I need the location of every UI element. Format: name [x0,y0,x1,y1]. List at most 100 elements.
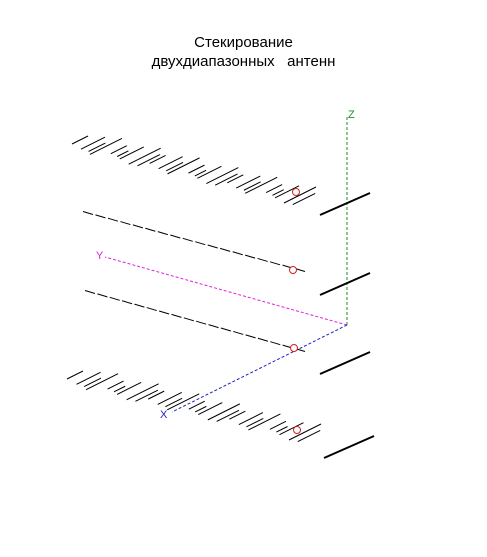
element [248,413,281,431]
element [128,147,161,165]
element [97,293,108,298]
element [107,217,119,222]
element [126,383,159,401]
element [107,380,124,390]
driven-element [319,351,371,375]
element [236,175,261,189]
element [194,405,207,413]
element [216,409,240,422]
element [227,174,244,184]
element [113,385,126,393]
element [232,251,243,256]
y-label: Y [96,250,104,262]
x-axis [171,324,348,413]
element [157,231,168,236]
x-label: X [160,409,168,421]
driven-element [319,272,371,296]
element [132,224,144,229]
feed-point [292,188,300,196]
element [244,254,256,259]
element [208,324,219,329]
element [170,234,181,239]
element [183,317,194,322]
element [120,221,131,226]
element [137,154,161,167]
element [279,422,304,436]
element [197,165,222,179]
feed-point [289,266,297,274]
element [269,420,287,430]
element [198,402,223,415]
element [95,214,106,219]
element [147,390,165,400]
element [145,227,156,232]
element [182,237,193,242]
element [243,181,261,191]
element [206,167,239,185]
element [265,184,283,193]
element [71,135,89,145]
element [270,341,281,346]
element [207,403,241,421]
y-axis [104,256,348,326]
element [220,247,231,252]
element [165,161,184,172]
element [246,417,264,428]
driven-element [323,435,375,459]
z-label: Z [348,109,355,121]
element [292,192,316,206]
element [233,330,244,335]
element [85,373,119,391]
element [196,320,207,325]
element [229,410,246,420]
element [167,157,200,175]
element [238,412,264,426]
driven-element [319,192,371,216]
element [245,334,256,339]
feed-point [290,344,298,352]
element [274,185,300,199]
element [76,371,101,385]
element [66,370,84,380]
element [119,146,144,160]
element [158,156,183,170]
element [157,392,182,405]
element [214,173,238,186]
element [116,150,129,157]
element [80,136,106,150]
element [82,211,94,215]
element [269,261,281,266]
title-line: Стекирование [194,34,293,51]
element [158,310,170,315]
element [297,429,321,443]
element [257,337,269,342]
element [195,241,206,246]
element [149,154,166,164]
element [276,426,288,433]
element [257,257,268,262]
element [188,400,205,410]
element [167,393,200,411]
element [135,389,159,402]
element [194,169,207,177]
element [109,296,120,301]
element [220,327,232,332]
feed-point [293,426,301,434]
element [146,307,157,312]
element [110,145,128,155]
element [116,381,142,395]
element [207,244,218,249]
element [244,176,278,194]
element [188,164,205,174]
element [283,186,317,204]
element [121,300,133,305]
element [88,142,106,152]
element [165,397,183,408]
element [272,189,284,196]
element [288,423,322,441]
title-line: двухдиапазонных антенн [151,53,336,70]
element [134,303,145,308]
element [83,377,102,388]
